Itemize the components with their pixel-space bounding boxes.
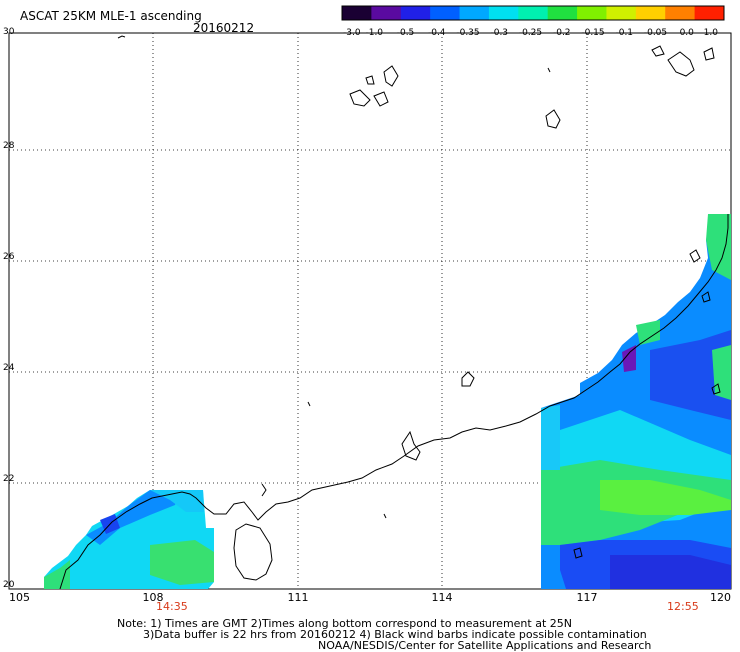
colorbar-swatch [518,6,549,20]
lat-axis-labels: 30 28 26 24 22 20 [3,27,15,590]
colorbar-swatch [459,6,490,20]
colorbar-swatch [488,6,519,20]
lon-label: 105 [9,591,30,604]
product-date: 20160212 [193,21,255,35]
colorbar-frame [341,5,725,21]
colorbar-swatch [665,6,696,20]
colorbar-swatch [635,6,666,20]
colorbar-swatch [400,6,431,20]
graticule [9,33,731,589]
colorbar-swatch [371,6,402,20]
lon-label: 120 [710,591,731,604]
lon-label: 117 [577,591,598,604]
coastline [59,35,729,590]
colorbar-swatch [547,6,578,20]
data-swath-right [541,214,731,589]
colorbar-swatch [577,6,607,20]
swath-time-left: 14:35 [156,600,188,613]
note-line-3: NOAA/NESDIS/Center for Satellite Applica… [318,639,652,652]
note-line-1: Note: 1) Times are GMT 2)Times along bot… [117,617,572,630]
lat-label: 30 [3,27,15,37]
colorbar-swatch [606,6,637,20]
lat-label: 24 [3,363,15,373]
lat-label: 22 [3,474,14,484]
product-title: ASCAT 25KM MLE-1 ascending [20,9,202,23]
lon-label: 114 [432,591,453,604]
lon-axis-labels: 105 108 111 114 117 120 [9,591,731,604]
lon-label: 108 [143,591,164,604]
lat-label: 26 [3,252,15,262]
lat-label: 28 [3,141,15,151]
colorbar-swatch [694,6,725,20]
lat-label: 20 [3,580,15,590]
lon-label: 111 [288,591,309,604]
data-swath-left [44,490,214,589]
swath-time-right: 12:55 [667,600,699,613]
colorbar-swatch [430,6,461,20]
colorbar-swatch [342,6,372,20]
note-line-2: 3)Data buffer is 22 hrs from 20160212 4)… [143,628,647,641]
